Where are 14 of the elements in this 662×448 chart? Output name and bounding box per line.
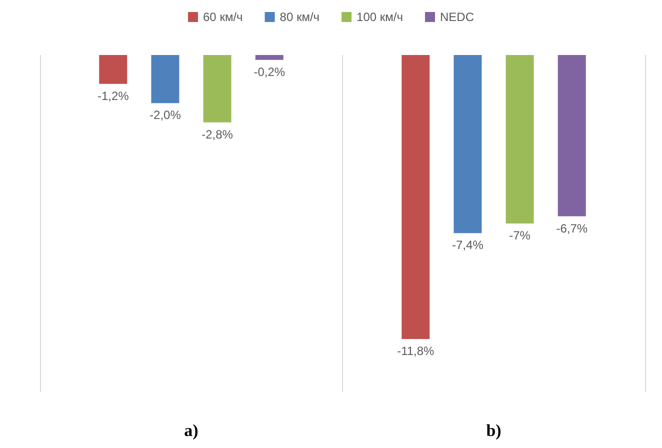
x-tick-label: a)	[184, 421, 198, 440]
data-label: -2,8%	[202, 127, 234, 142]
x-tick-label: b)	[486, 421, 502, 440]
data-label: -0,2%	[254, 64, 286, 79]
legend-label: 100 км/ч	[356, 10, 403, 24]
data-label: -7%	[509, 228, 531, 242]
legend-label: NEDC	[440, 10, 474, 24]
legend-label: 80 км/ч	[280, 10, 320, 24]
data-label: -7,4%	[452, 238, 484, 252]
data-label: -2,0%	[150, 108, 182, 122]
data-label: -1,2%	[97, 88, 130, 103]
data-label: -6,7%	[556, 221, 588, 236]
data-label: -11,8%	[397, 344, 435, 358]
legend-label: 60 км/ч	[203, 10, 243, 24]
